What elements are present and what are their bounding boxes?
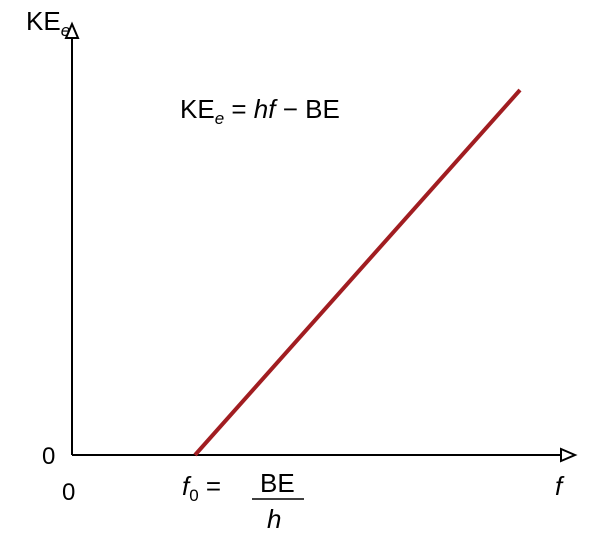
photoelectric-ke-vs-f-chart: KEe f 0 0 KEe = hf − BE f0 = BE h: [0, 0, 600, 545]
chart-svg: KEe f 0 0 KEe = hf − BE f0 = BE h: [0, 0, 600, 545]
svg-text:f0 =: f0 =: [182, 471, 221, 505]
threshold-frequency-label: f0 = BE h: [182, 468, 304, 534]
x-axis: [72, 449, 575, 461]
origin-zero: 0: [62, 479, 75, 506]
svg-text:BE: BE: [260, 468, 295, 498]
y-axis-zero: 0: [42, 443, 55, 470]
x-axis-label: f: [555, 471, 565, 501]
equation-label: KEe = hf − BE: [180, 94, 340, 128]
ke-line: [195, 90, 520, 455]
y-axis: [66, 24, 78, 455]
svg-text:h: h: [267, 504, 281, 534]
y-axis-label: KEe: [26, 6, 70, 40]
